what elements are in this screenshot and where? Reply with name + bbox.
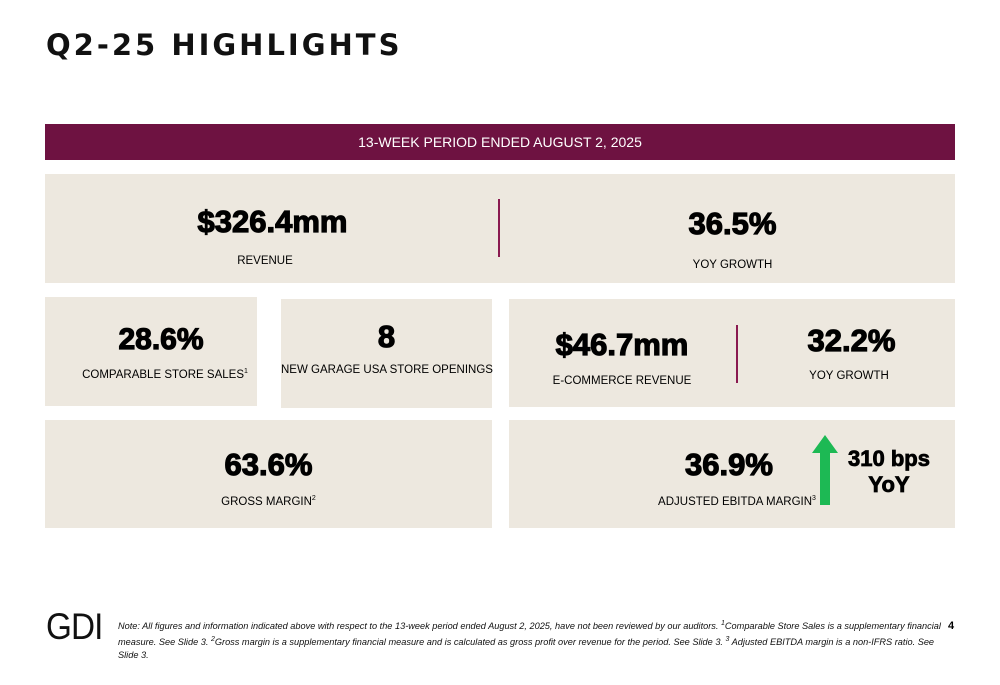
revenue-label: REVENUE [237,255,293,267]
comp-sales-label-text: COMPARABLE STORE SALES [82,368,244,381]
ecommerce-label: E-COMMERCE REVENUE [552,375,692,387]
store-openings-card: 8 NEW GARAGE USA STORE OPENINGS [281,299,493,408]
ebitda-change-yoy: YoY [868,472,910,498]
footnote-sup-3: 3 [725,636,730,644]
ecommerce-growth-value: 32.2% [807,322,896,358]
ecommerce-card: $46.7mm E-COMMERCE REVENUE 32.2% YOY GRO… [509,299,955,407]
footnote: Note: All figures and information indica… [118,617,944,662]
comp-sales-label: COMPARABLE STORE SALES1 [45,368,285,381]
revenue-card: $326.4mm REVENUE 36.5% YOY GROWTH [45,174,955,283]
ebitda-change-bps: 310 bps [848,446,931,472]
revenue-growth-label: YOY GROWTH [692,259,773,271]
gross-margin-footnote: 2 [311,495,316,502]
ecommerce-divider [736,325,738,383]
revenue-value: $326.4mm [197,203,348,239]
gross-margin-value: 63.6% [224,446,313,482]
ecommerce-growth-label: YOY GROWTH [809,370,889,382]
page-title: Q2-25 HIGHLIGHTS [46,28,403,62]
revenue-growth-value: 36.5% [688,205,777,241]
gross-margin-label-text: GROSS MARGIN [221,495,312,508]
period-banner-text: 13-WEEK PERIOD ENDED AUGUST 2, 2025 [358,134,642,150]
footnote-sup-1: 1 [721,620,725,627]
footnote-part-2: Comparable Store Sales is a supplementar… [118,621,941,648]
ebitda-card: 36.9% ADJUSTED EBITDA MARGIN3 310 bps Yo… [509,420,955,528]
gross-margin-card: 63.6% GROSS MARGIN2 [45,420,492,528]
comp-sales-footnote: 1 [244,368,248,375]
gdi-logo: GDI [46,606,103,647]
ecommerce-value: $46.7mm [555,326,689,362]
up-arrow-icon [812,435,838,505]
comp-sales-value: 28.6% [118,322,204,356]
gross-margin-label: GROSS MARGIN2 [45,495,492,508]
store-openings-value: 8 [377,318,396,354]
footnote-sup-2: 2 [210,636,215,644]
comp-sales-card: 28.6% COMPARABLE STORE SALES1 [45,297,257,406]
revenue-divider [498,199,500,257]
footnote-part-1: Note: All figures and information indica… [118,621,722,632]
footnote-part-4: Adjusted EBITDA margin is a non-IFRS rat… [118,637,935,661]
ebitda-change: 310 bps YoY [839,446,939,498]
footnote-part-3: Gross margin is a supplementary financia… [214,637,726,648]
ebitda-label-text: ADJUSTED EBITDA MARGIN [658,495,813,508]
store-openings-label: NEW GARAGE USA STORE OPENINGS [281,364,493,376]
ebitda-footnote: 3 [812,495,816,502]
page-number: 4 [948,620,955,632]
ebitda-value: 36.9% [684,446,773,482]
period-banner: 13-WEEK PERIOD ENDED AUGUST 2, 2025 [45,124,955,160]
ebitda-label: ADJUSTED EBITDA MARGIN3 [627,495,847,508]
